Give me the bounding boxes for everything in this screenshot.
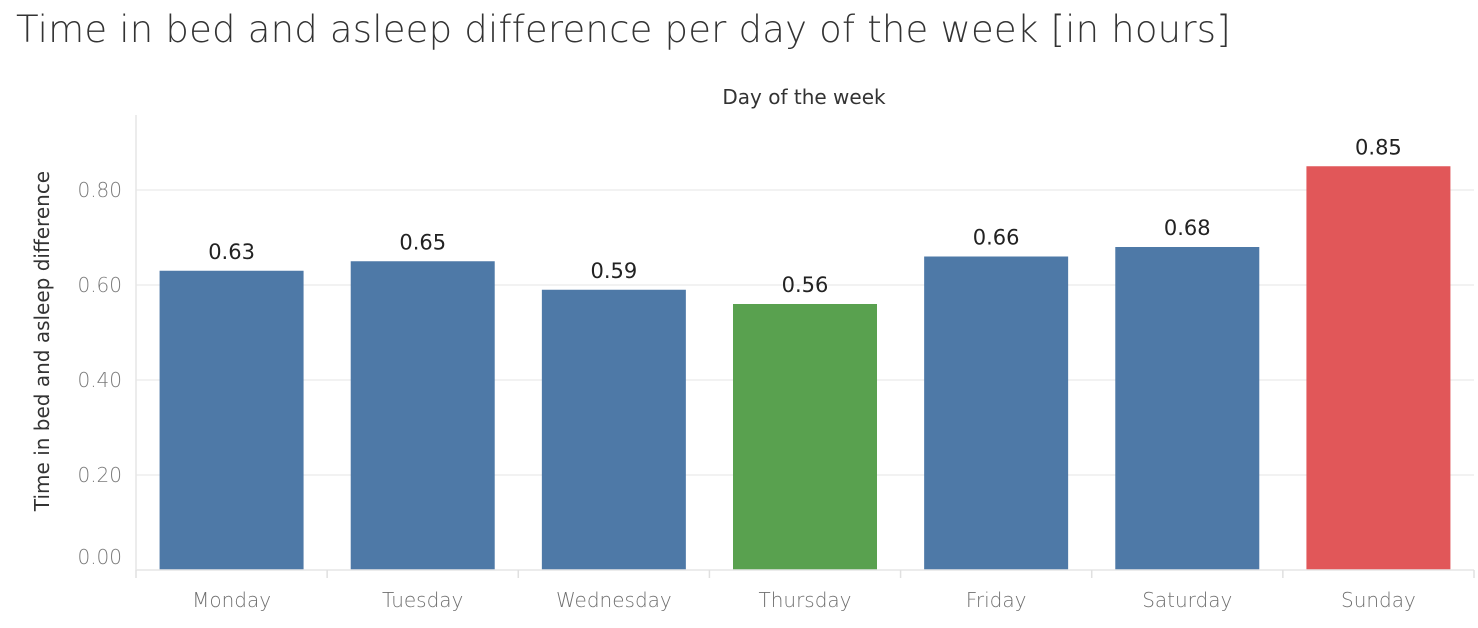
x-tick-label-sunday: Sunday — [1341, 588, 1416, 612]
bar-sunday[interactable] — [1306, 166, 1451, 570]
data-label-wednesday: 0.59 — [590, 259, 637, 283]
data-label-monday: 0.63 — [208, 240, 255, 264]
y-tick-label: 0.40 — [77, 368, 122, 392]
bars — [159, 166, 1451, 571]
bar-thursday[interactable] — [733, 304, 877, 570]
y-axis-title: Time in bed and asleep difference — [30, 171, 54, 512]
x-tick-label-thursday: Thursday — [759, 588, 852, 612]
data-label-friday: 0.66 — [973, 226, 1020, 250]
x-tick-label-monday: Monday — [192, 588, 271, 612]
bar-wednesday[interactable] — [541, 289, 686, 570]
bar-tuesday[interactable] — [350, 261, 495, 570]
x-tick-label-saturday: Saturday — [1142, 588, 1232, 612]
x-axis-title: Day of the week — [722, 85, 886, 109]
data-label-saturday: 0.68 — [1164, 216, 1211, 240]
data-label-tuesday: 0.65 — [399, 230, 446, 254]
chart-title: Time in bed and asleep difference per da… — [16, 8, 1231, 51]
y-axis: 0.00 0.20 0.40 0.60 0.80 — [77, 115, 137, 570]
data-label-thursday: 0.56 — [782, 273, 829, 297]
bar-saturday[interactable] — [1115, 247, 1260, 570]
x-tick-label-wednesday: Wednesday — [556, 588, 672, 612]
data-labels: 0.63 0.65 0.59 0.56 0.66 0.68 0.85 — [208, 135, 1402, 297]
x-tick-label-friday: Friday — [966, 588, 1027, 612]
y-tick-label: 0.60 — [77, 273, 122, 297]
bar-monday[interactable] — [159, 270, 304, 570]
x-axis: Monday Tuesday Wednesday Thursday Friday Satu… — [135, 569, 1475, 612]
x-tick-label-tuesday: Tuesday — [382, 588, 463, 612]
data-label-sunday: 0.85 — [1355, 135, 1402, 159]
y-tick-label: 0.20 — [77, 463, 122, 487]
y-tick-label: 0.00 — [77, 545, 122, 569]
y-tick-label: 0.80 — [77, 178, 122, 202]
bar-friday[interactable] — [924, 256, 1069, 571]
